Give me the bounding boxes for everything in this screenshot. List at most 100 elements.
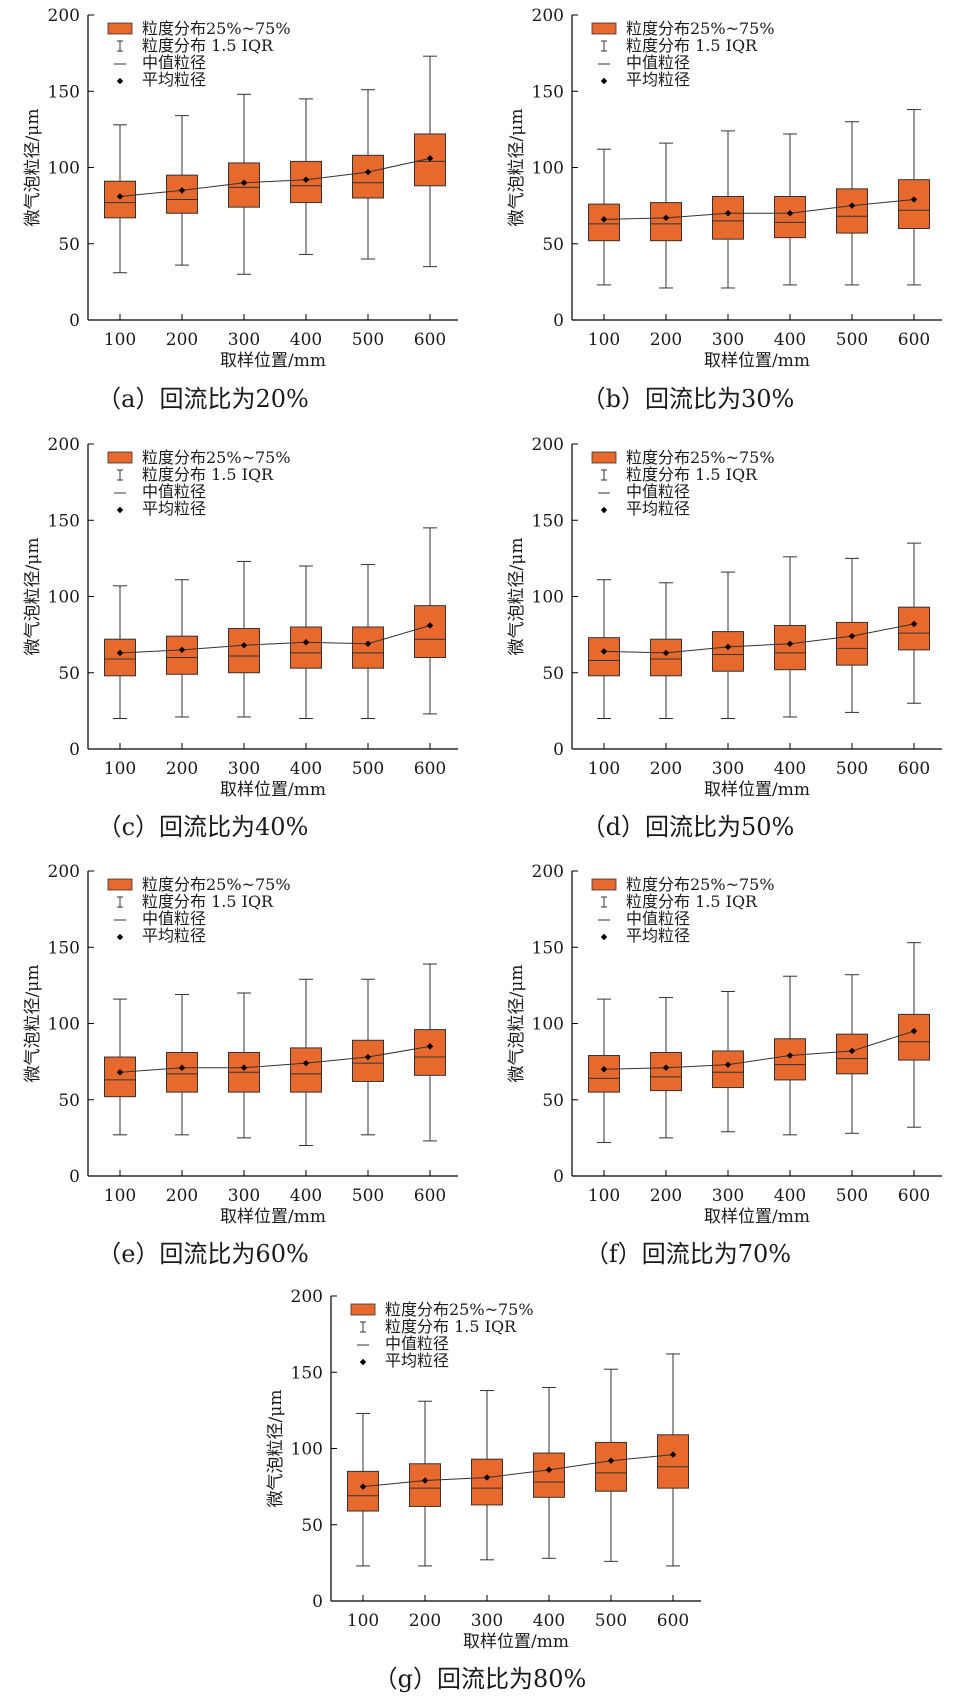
y-tick-label: 0	[553, 1167, 564, 1187]
x-tick-label: 600	[414, 1186, 446, 1206]
y-tick-label: 0	[553, 740, 564, 760]
iqr-box	[712, 1050, 744, 1089]
legend-swatch-mean	[116, 933, 124, 941]
y-tick-label: 150	[48, 511, 80, 531]
legend-label: 粒度分布25%~75%	[626, 448, 775, 467]
mean-trend-line	[362, 1454, 674, 1488]
x-tick-label: 300	[712, 759, 744, 779]
iqr-box	[898, 606, 930, 651]
legend-swatch-box	[107, 22, 133, 35]
box-200	[409, 1400, 441, 1567]
y-tick-label: 0	[69, 1167, 80, 1187]
x-tick-label: 400	[533, 1611, 565, 1631]
iqr-box	[774, 195, 806, 239]
legend-label: 中值粒径	[385, 1334, 449, 1353]
iqr-box	[657, 1434, 689, 1489]
mean-point	[910, 196, 918, 203]
y-tick-label: 200	[532, 6, 564, 26]
mean-trend-line	[603, 1030, 915, 1070]
legend-label: 中值粒径	[142, 482, 206, 501]
box-600	[898, 542, 930, 704]
box-500	[836, 974, 868, 1134]
legend-swatch-box	[350, 1303, 376, 1316]
iqr-box	[347, 1470, 379, 1512]
x-tick-label: 100	[588, 759, 620, 779]
y-axis-title: 微气泡粒径/μm	[507, 538, 527, 656]
mean-point	[302, 639, 310, 646]
legend-label: 粒度分布 1.5 IQR	[626, 892, 758, 911]
chart-panel-e: 0 50 100 150 200 100 200 300 400 500 600 取样位置/mm 微气泡…	[23, 862, 458, 1268]
mean-point	[545, 1466, 553, 1474]
y-tick-label: 50	[542, 235, 564, 255]
x-axis-title: 取样位置/mm	[220, 351, 326, 371]
iqr-box	[352, 1039, 384, 1082]
y-tick-label: 100	[532, 588, 564, 608]
box-300	[228, 992, 260, 1139]
legend-label: 平均粒径	[385, 1351, 449, 1370]
box-100	[104, 998, 136, 1136]
legend-swatch-mean	[600, 77, 608, 85]
y-tick-label: 200	[532, 435, 564, 455]
y-tick-label: 100	[48, 159, 80, 179]
mean-point	[724, 210, 732, 217]
iqr-box	[774, 1038, 806, 1081]
iqr-box	[166, 174, 198, 214]
box-200	[650, 582, 682, 719]
mean-point	[724, 1061, 732, 1068]
iqr-box	[352, 154, 384, 199]
box-500	[352, 89, 384, 260]
mean-point	[426, 155, 434, 162]
legend-label: 平均粒径	[142, 499, 206, 518]
y-tick-label: 0	[69, 740, 80, 760]
iqr-box	[166, 635, 198, 675]
y-axis-title: 微气泡粒径/μm	[507, 109, 527, 227]
panel-caption: （g）回流比为80%	[374, 1665, 587, 1693]
x-tick-label: 200	[166, 759, 198, 779]
x-tick-label: 400	[774, 330, 806, 350]
mean-point	[240, 1064, 248, 1071]
box-300	[712, 130, 744, 289]
mean-point	[786, 1052, 794, 1059]
y-tick-label: 0	[312, 1592, 323, 1612]
iqr-box	[352, 626, 384, 669]
legend-label: 粒度分布 1.5 IQR	[142, 892, 274, 911]
x-tick-label: 500	[595, 1611, 627, 1631]
iqr-box	[533, 1452, 565, 1498]
panel-caption: （e）回流比为60%	[97, 1240, 309, 1268]
mean-point	[178, 646, 186, 654]
box-500	[836, 121, 868, 286]
y-tick-label: 150	[48, 82, 80, 102]
iqr-box	[898, 1013, 930, 1061]
legend-label: 粒度分布25%~75%	[385, 1300, 534, 1319]
mean-point	[364, 1053, 372, 1061]
y-tick-label: 150	[532, 938, 564, 958]
y-tick-label: 100	[291, 1440, 323, 1460]
mean-point	[426, 622, 434, 629]
mean-point	[600, 1066, 608, 1073]
box-600	[898, 942, 930, 1128]
iqr-box	[290, 1047, 322, 1093]
x-tick-label: 100	[588, 1186, 620, 1206]
box-400	[290, 978, 322, 1146]
iqr-box	[712, 631, 744, 672]
y-axis-title: 微气泡粒径/μm	[23, 965, 43, 1083]
box-500	[595, 1368, 627, 1562]
box-600	[657, 1353, 689, 1567]
x-axis-title: 取样位置/mm	[220, 780, 326, 800]
mean-trend-line	[603, 623, 915, 654]
mean-point	[910, 1027, 918, 1035]
y-tick-label: 100	[532, 1015, 564, 1035]
box-400	[774, 556, 806, 718]
y-tick-label: 150	[291, 1363, 323, 1383]
box-400	[290, 565, 322, 719]
legend-label: 粒度分布 1.5 IQR	[142, 465, 274, 484]
mean-trend-line	[603, 199, 915, 220]
iqr-box	[228, 628, 260, 674]
y-tick-label: 150	[48, 938, 80, 958]
legend-label: 粒度分布 1.5 IQR	[385, 1317, 517, 1336]
x-tick-label: 200	[166, 330, 198, 350]
